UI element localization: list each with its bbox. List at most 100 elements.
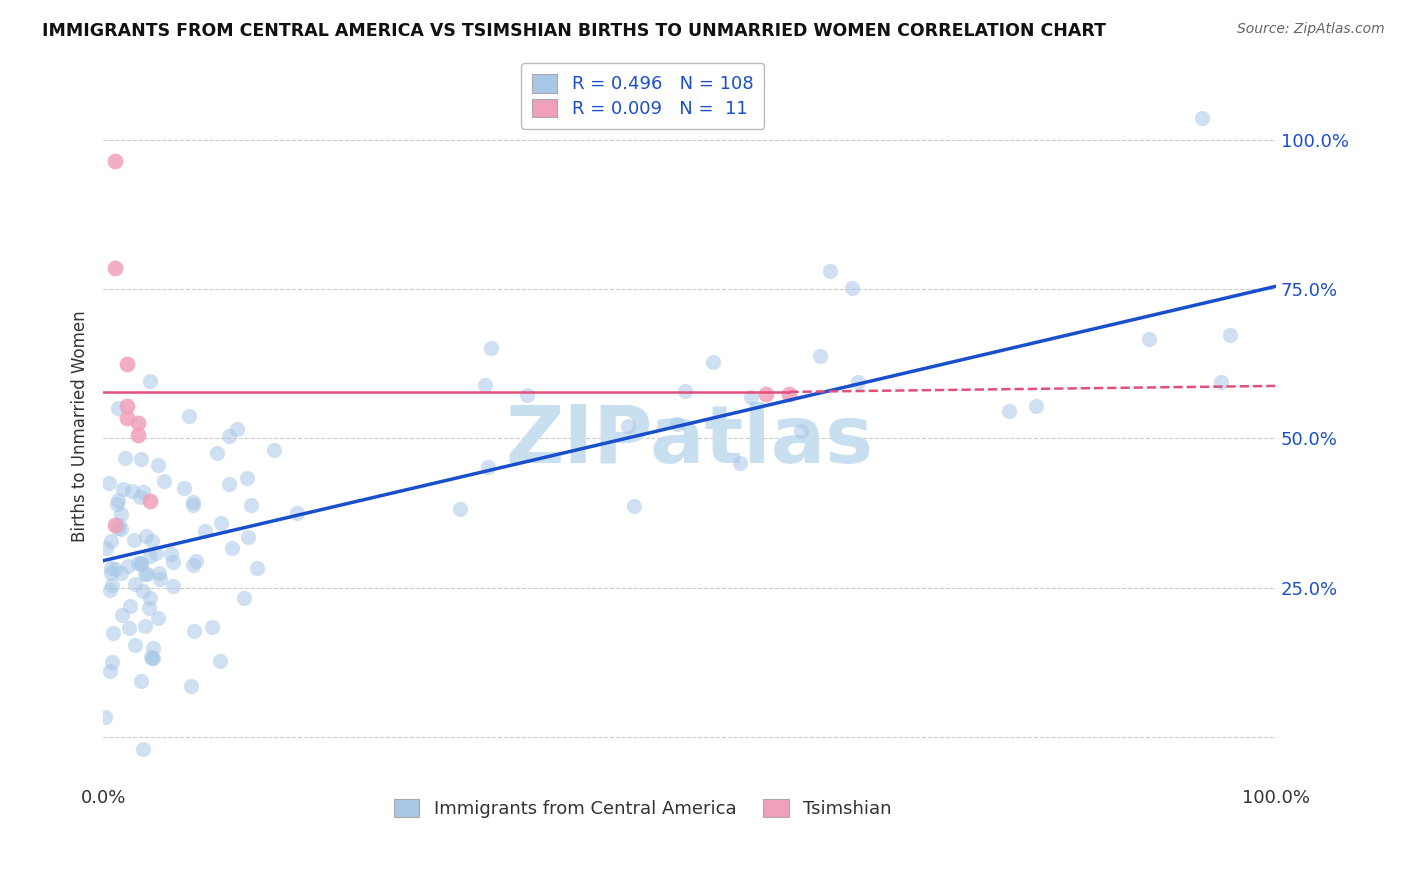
Point [127,428,149,442]
Point [790,424,813,438]
Point [740,390,762,404]
Point [208,654,231,668]
Point [146,611,169,625]
Point [141,651,163,665]
Point [232,591,254,605]
Point [181,495,204,509]
Point [115,399,138,413]
Point [110,522,132,536]
Point [173,481,195,495]
Point [617,418,640,433]
Point [100,655,122,669]
Point [104,153,127,168]
Point [1209,376,1232,390]
Point [149,573,172,587]
Point [139,591,162,605]
Point [808,349,831,363]
Legend: Immigrants from Central America, Tsimshian: Immigrants from Central America, Tsimshi… [387,792,898,825]
Point [129,557,152,571]
Point [479,341,502,355]
Point [673,384,696,398]
Point [110,507,132,521]
Point [623,500,645,514]
Point [98,476,121,491]
Point [160,547,183,561]
Text: IMMIGRANTS FROM CENTRAL AMERICA VS TSIMSHIAN BIRTHS TO UNMARRIED WOMEN CORRELATI: IMMIGRANTS FROM CENTRAL AMERICA VS TSIMS… [42,22,1107,40]
Point [135,566,157,581]
Point [114,450,136,465]
Point [184,554,207,568]
Point [180,679,202,693]
Point [104,562,127,576]
Y-axis label: Births to Unmarried Women: Births to Unmarried Women [72,310,89,542]
Point [110,607,132,622]
Point [129,674,152,689]
Point [181,498,204,512]
Point [115,410,138,425]
Point [998,404,1021,418]
Point [148,566,170,580]
Point [516,388,538,402]
Point [129,490,152,504]
Point [1191,112,1213,126]
Point [449,501,471,516]
Point [134,567,156,582]
Point [107,401,129,415]
Point [702,354,724,368]
Point [139,374,162,388]
Point [138,600,160,615]
Point [98,664,121,678]
Point [205,446,228,460]
Point [846,375,869,389]
Point [107,517,129,532]
Point [139,494,162,508]
Point [755,386,778,401]
Point [226,422,249,436]
Point [181,558,204,573]
Point [96,541,118,556]
Point [209,516,232,530]
Point [127,417,149,431]
Point [778,386,800,401]
Point [107,521,129,535]
Point [218,429,240,443]
Point [100,561,122,575]
Point [132,742,155,756]
Text: Source: ZipAtlas.com: Source: ZipAtlas.com [1237,22,1385,37]
Point [246,561,269,575]
Point [153,474,176,488]
Point [145,546,167,560]
Text: ZIPatlas: ZIPatlas [505,401,873,480]
Point [110,566,132,580]
Point [124,638,146,652]
Point [146,458,169,472]
Point [104,261,127,276]
Point [665,417,688,431]
Point [1137,332,1160,346]
Point [141,533,163,548]
Point [117,559,139,574]
Point [132,485,155,500]
Point [1024,399,1046,413]
Point [134,619,156,633]
Point [142,640,165,655]
Point [162,555,184,569]
Point [236,530,259,544]
Point [117,621,139,635]
Point [100,566,122,581]
Point [98,583,121,598]
Point [263,442,285,457]
Point [131,451,153,466]
Point [841,280,863,294]
Point [124,533,146,547]
Point [127,556,149,570]
Point [1219,327,1241,342]
Point [135,529,157,543]
Point [129,556,152,570]
Point [162,579,184,593]
Point [221,541,243,555]
Point [818,264,841,278]
Point [139,549,162,564]
Point [124,577,146,591]
Point [94,709,117,723]
